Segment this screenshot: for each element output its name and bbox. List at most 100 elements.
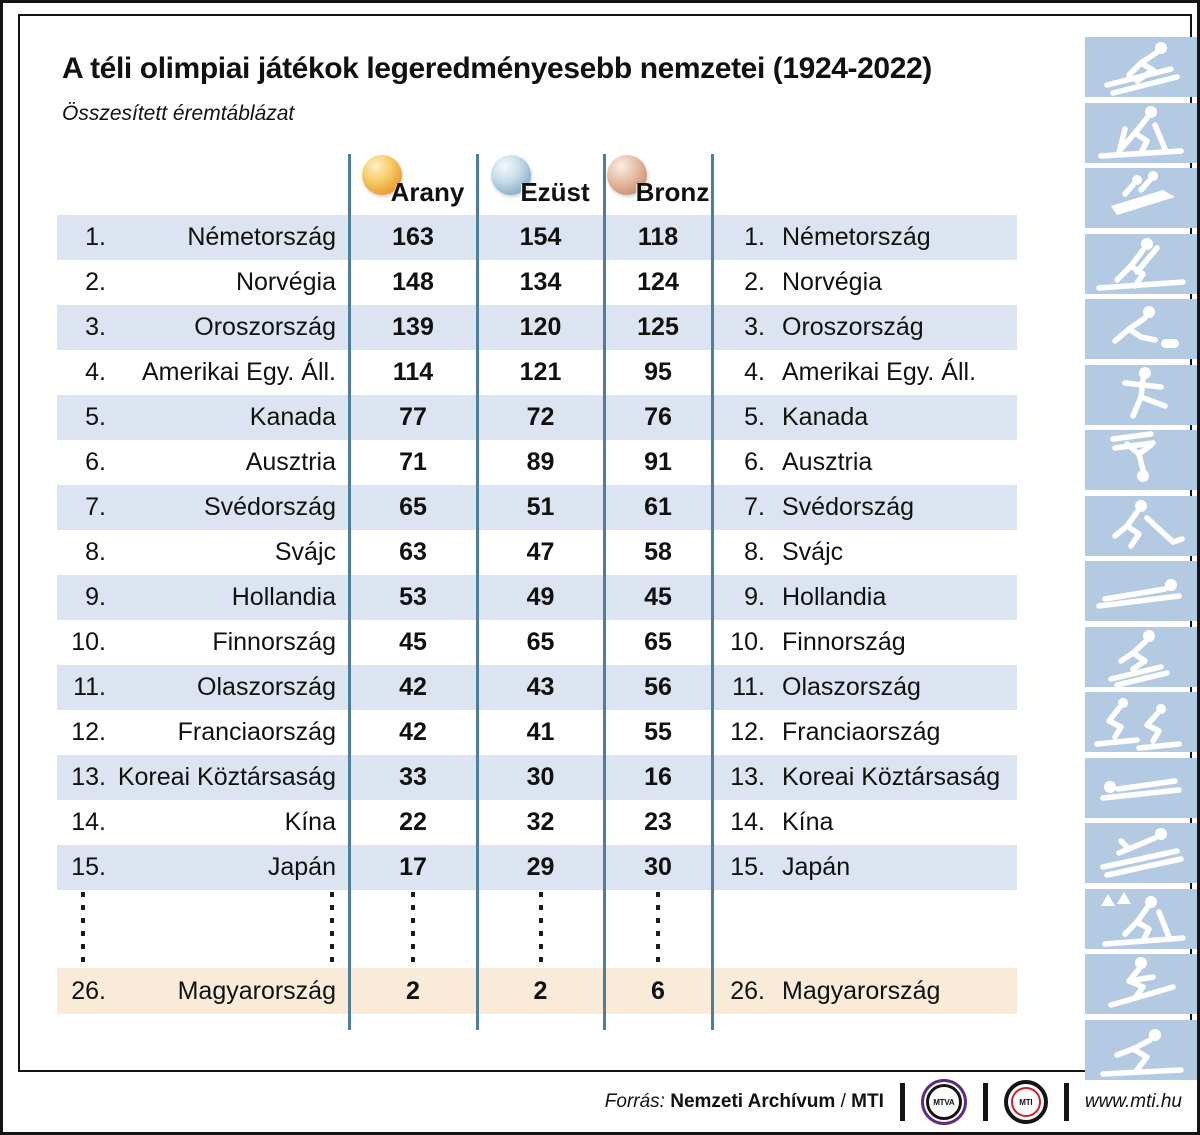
gold-cell: 42 <box>399 718 427 746</box>
alpine-skiing-icon <box>1104 42 1180 96</box>
rank-cell: 9. <box>85 583 106 611</box>
country-cell: Svédország <box>203 493 336 521</box>
bronze-cell: 16 <box>644 763 672 791</box>
country-cell-right: Norvégia <box>782 268 883 296</box>
gold-cell: 71 <box>399 448 427 476</box>
country-cell-right: Kanada <box>782 403 869 431</box>
freestyle-aerials-icon <box>1110 431 1156 482</box>
skeleton-icon <box>1100 777 1182 801</box>
biathlon-tile <box>1085 233 1197 294</box>
table-row: 1. Németország 163 154 118 1. Németország <box>57 215 1017 260</box>
rank-cell: 8. <box>85 538 106 566</box>
website-label: www.mti.hu <box>1084 1091 1182 1112</box>
gold-header-label: Arany <box>390 177 465 207</box>
source-divider: / <box>835 1091 852 1112</box>
country-cell: Norvégia <box>235 268 336 296</box>
country-cell: Amerikai Egy. Áll. <box>141 358 336 386</box>
curling-icon <box>1112 306 1179 348</box>
speed-skating-tile <box>1085 1019 1197 1080</box>
figure-skating-tile <box>1085 364 1197 425</box>
rank-cell: 1. <box>85 223 106 251</box>
ellipsis-dots <box>538 892 543 966</box>
gold-cell: 33 <box>399 763 427 791</box>
bronze-header-label: Bronz <box>635 177 710 207</box>
gold-cell: 2 <box>406 976 420 1005</box>
country-cell: Magyarország <box>177 976 336 1005</box>
luge-tile <box>1085 561 1197 621</box>
silver-cell: 47 <box>526 538 555 566</box>
country-cell: Franciaország <box>177 718 336 746</box>
rank-cell-right: 14. <box>730 808 765 836</box>
bronze-cell: 125 <box>637 313 679 341</box>
silver-cell: 89 <box>526 448 555 476</box>
page-subtitle: Összesített éremtáblázat <box>62 102 295 125</box>
silver-cell: 134 <box>519 268 562 296</box>
bronze-cell: 30 <box>644 853 672 881</box>
rank-cell: 10. <box>71 628 106 656</box>
table-row: 10. Finnország 45 65 65 10. Finnország <box>57 620 1017 665</box>
bobsleigh-tile <box>1085 168 1197 228</box>
country-cell-right: Svédország <box>782 493 915 521</box>
table-header: Arany Ezüst Bronz <box>57 154 1017 215</box>
rank-cell: 3. <box>85 313 106 341</box>
country-cell: Kína <box>284 808 336 836</box>
rank-cell: 2. <box>85 268 106 296</box>
freestyle-aerials-tile <box>1085 430 1197 490</box>
bronze-cell: 65 <box>644 628 672 656</box>
bronze-cell: 45 <box>644 583 672 611</box>
footer-divider <box>1063 1083 1069 1121</box>
gold-cell: 53 <box>399 583 427 611</box>
table-row: 3. Oroszország 139 120 125 3. Oroszország <box>57 305 1017 350</box>
silver-cell: 49 <box>526 583 555 611</box>
country-cell: Olaszország <box>197 673 336 701</box>
silver-cell: 29 <box>526 853 555 881</box>
bobsleigh-icon <box>1111 171 1175 215</box>
gold-cell: 17 <box>399 853 427 881</box>
rank-cell-right: 4. <box>744 358 765 386</box>
silver-cell: 32 <box>526 808 555 836</box>
rank-cell-right: 13. <box>730 763 765 791</box>
short-track-icon <box>1094 698 1182 751</box>
rank-cell: 13. <box>71 763 106 791</box>
rank-cell: 5. <box>85 403 106 431</box>
silver-cell: 120 <box>519 313 562 341</box>
rank-cell-right: 1. <box>744 223 765 251</box>
snowboarding-icon <box>1108 957 1176 1008</box>
curling-tile <box>1085 299 1197 359</box>
source-label: Forrás: <box>604 1091 665 1112</box>
source-credit: Forrás: Nemzeti Archívum / MTI <box>605 1091 884 1113</box>
nordic-combined-icon <box>1101 891 1186 947</box>
footer-divider <box>899 1083 905 1121</box>
footer-bar: Forrás: Nemzeti Archívum / MTI MTVA MTI … <box>3 1072 1197 1132</box>
rank-cell-right: 6. <box>744 448 765 476</box>
mti-logo-label: MTI <box>1010 1087 1041 1117</box>
bronze-cell: 118 <box>637 223 679 251</box>
country-cell-right: Amerikai Egy. Áll. <box>782 358 977 386</box>
bronze-cell: 95 <box>644 358 672 386</box>
rank-cell-right: 11. <box>732 673 765 701</box>
footer-divider <box>982 1083 988 1121</box>
bronze-cell: 61 <box>644 493 672 521</box>
sport-pictogram-sidebar <box>1085 37 1197 1080</box>
country-cell-right: Kína <box>782 808 834 836</box>
rank-cell-right: 12. <box>730 718 765 746</box>
column-separator <box>710 154 714 1030</box>
rank-cell: 14. <box>71 808 106 836</box>
rank-cell: 15. <box>71 853 106 881</box>
table-row: 13. Koreai Köztársaság 33 30 16 13. Koreai Köz… <box>57 755 1017 800</box>
country-cell-right: Svájc <box>782 538 844 566</box>
table-row: 11. Olaszország 42 43 56 11. Olaszország <box>57 665 1017 710</box>
gold-cell: 139 <box>392 313 434 341</box>
column-separator <box>475 154 479 1030</box>
country-cell: Ausztria <box>245 448 336 476</box>
ski-jumping-tile <box>1085 823 1197 883</box>
country-cell-right: Olaszország <box>782 673 921 701</box>
ellipsis-dots <box>330 892 334 966</box>
gold-cell: 77 <box>399 403 427 431</box>
country-cell-right: Franciaország <box>782 718 941 746</box>
content-frame: A téli olimpiai játékok legeredményesebb… <box>18 14 1197 1080</box>
country-cell: Hollandia <box>231 583 336 611</box>
country-cell: Japán <box>267 853 336 881</box>
country-cell: Finnország <box>212 628 336 656</box>
